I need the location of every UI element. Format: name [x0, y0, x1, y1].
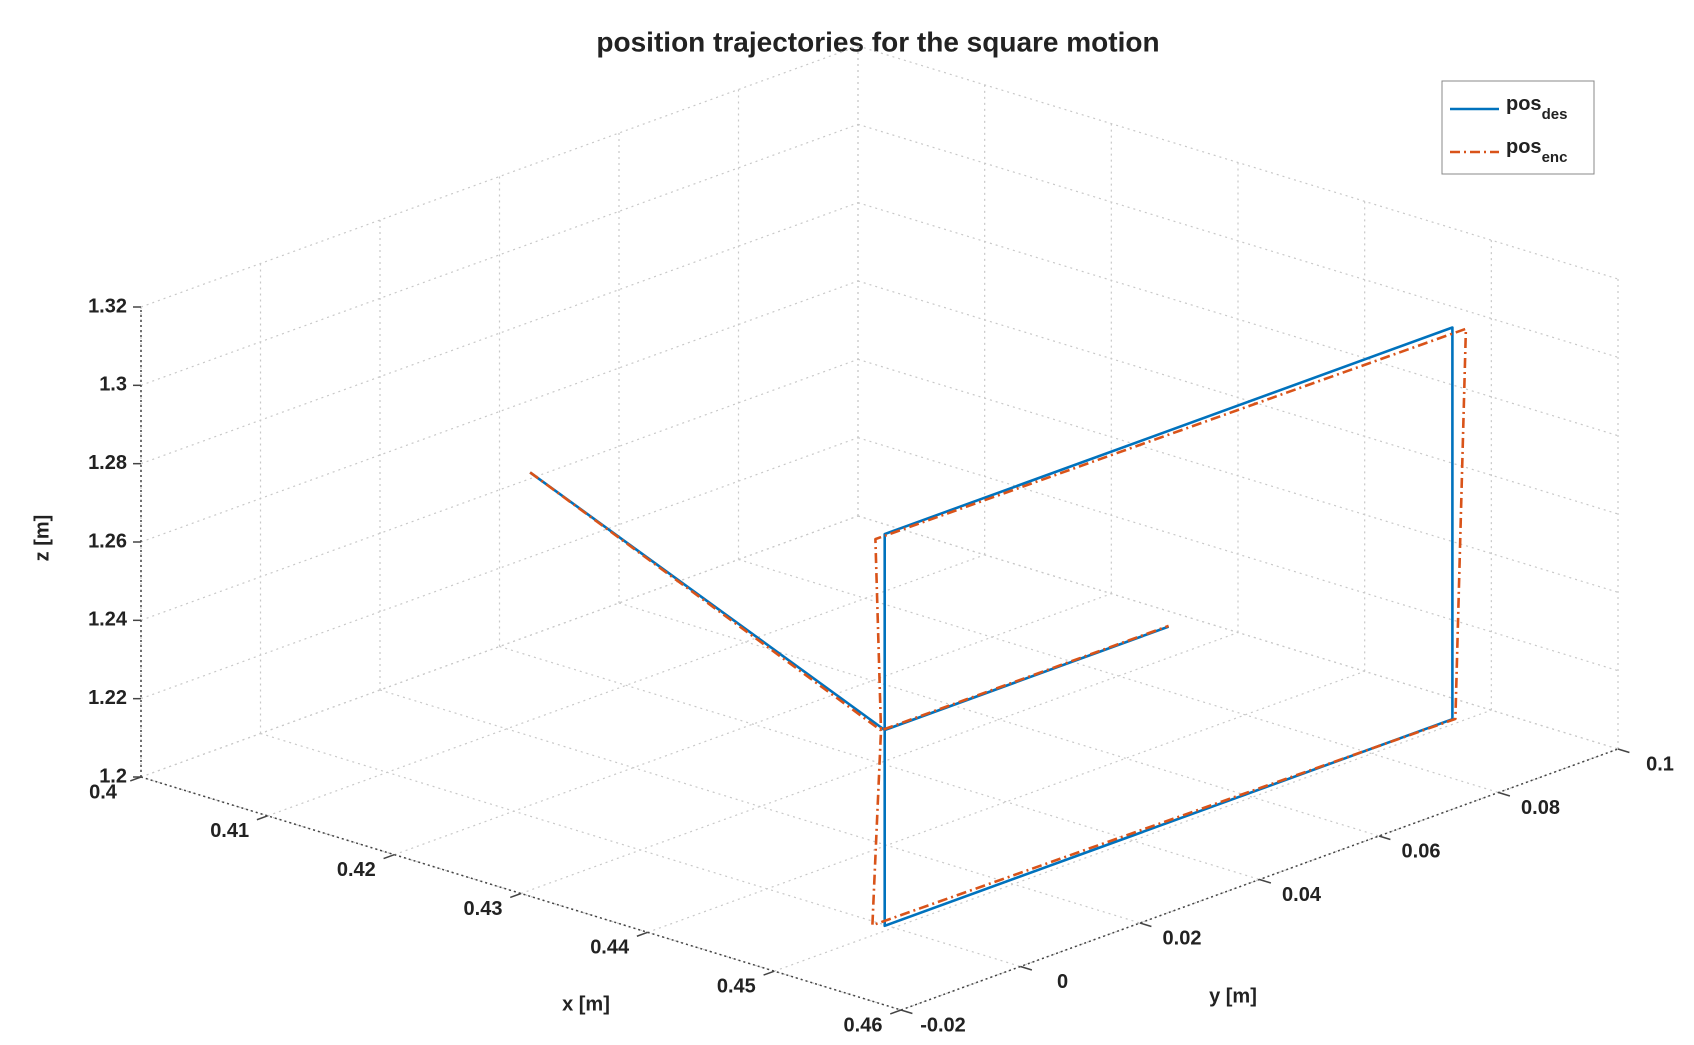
legend-label: posenc — [1506, 136, 1567, 166]
grid-line — [857, 515, 1619, 750]
y-tick-label: 0 — [1057, 971, 1068, 993]
y-tick — [1020, 965, 1033, 971]
grid-line — [857, 123, 1619, 358]
grid-line — [140, 202, 859, 465]
x-tick — [763, 970, 775, 976]
y-tick — [1259, 878, 1272, 884]
x-tick — [383, 853, 395, 860]
legend: posdes posenc — [1441, 80, 1595, 175]
grid-line — [140, 123, 859, 386]
y-tick-label: 0.02 — [1163, 927, 1202, 949]
x-tick — [889, 1009, 902, 1015]
grid-line — [140, 515, 859, 778]
x-tick — [509, 892, 522, 899]
grid-line — [857, 437, 1619, 672]
y-tick-label: -0.02 — [920, 1014, 966, 1036]
grid-line — [140, 358, 859, 621]
x-tick-label: 0.45 — [717, 975, 756, 997]
z-tick-label: 1.26 — [88, 530, 127, 552]
grid-line — [857, 202, 1619, 437]
z-tick-label: 1.22 — [88, 687, 127, 709]
grid-line — [738, 558, 1499, 794]
grid-line — [774, 709, 1492, 972]
x-tick-label: 0.43 — [464, 898, 503, 920]
grid-line — [618, 602, 1380, 837]
z-tick-label: 1.28 — [88, 452, 127, 474]
y-tick-label: 0.04 — [1282, 884, 1322, 906]
y-tick-label: 0.06 — [1402, 840, 1441, 862]
grid-line — [857, 280, 1619, 515]
trajectory-line — [529, 326, 1454, 928]
grid-line — [379, 689, 1141, 924]
x-axis-label: x [m] — [562, 993, 610, 1015]
x-tick-label: 0.42 — [337, 859, 376, 881]
x-tick-label: 0.4 — [89, 781, 118, 803]
y-axis-label: y [m] — [1209, 985, 1257, 1007]
chart-title: position trajectories for the square mot… — [596, 26, 1159, 57]
z-tick-label: 1.32 — [88, 295, 127, 317]
grid-line — [140, 437, 859, 700]
z-axis-label: z [m] — [31, 515, 53, 562]
y-tick — [1139, 922, 1152, 928]
grid-line — [857, 358, 1619, 593]
grid-line — [260, 732, 1021, 968]
y-tick — [1378, 835, 1391, 841]
y-tick — [1498, 791, 1511, 797]
grid-line — [140, 45, 859, 308]
y-tick-label: 0.08 — [1521, 797, 1560, 819]
y-tick — [900, 1009, 913, 1015]
y-tick-label: 0.1 — [1646, 753, 1674, 775]
trajectory-line — [529, 327, 1468, 927]
x-tick-label: 0.41 — [210, 820, 249, 842]
x-tick-label: 0.46 — [844, 1014, 883, 1036]
x-tick — [256, 815, 268, 821]
z-tick-label: 1.24 — [88, 609, 128, 631]
grid-line — [857, 45, 1619, 280]
y-tick — [1617, 748, 1630, 754]
x-tick — [636, 931, 648, 937]
x-tick-label: 0.44 — [590, 937, 630, 959]
z-tick-label: 1.3 — [99, 374, 127, 396]
z-tick-label: 1.2 — [99, 765, 127, 787]
legend-box — [1441, 80, 1595, 175]
legend-label: posdes — [1506, 93, 1567, 123]
grid-line — [140, 280, 859, 543]
